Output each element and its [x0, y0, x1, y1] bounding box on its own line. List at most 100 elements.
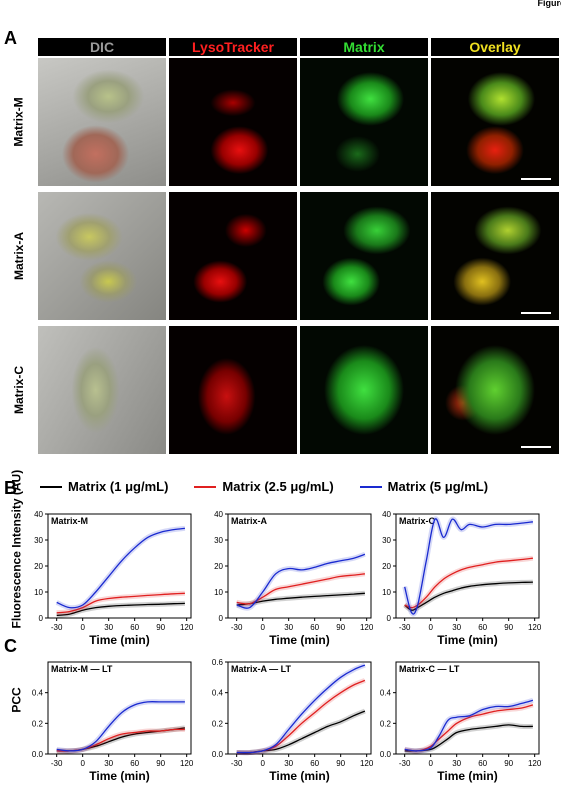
- x-axis-label: Time (min): [89, 769, 149, 783]
- x-tick-label: 30: [284, 759, 293, 768]
- x-axis-label: Time (min): [269, 633, 329, 647]
- series-line-1: [56, 602, 185, 617]
- plot-title: Matrix-C — LT: [399, 664, 460, 674]
- series-line-2: [404, 704, 534, 752]
- y-tick-label: 0: [219, 614, 224, 623]
- plot-frame: [227, 661, 372, 755]
- plot-frame: [395, 661, 540, 755]
- chart-legend: Matrix (1 μg/mL) Matrix (2.5 μg/mL) Matr…: [40, 479, 488, 494]
- x-axis-label: Time (min): [89, 633, 149, 647]
- legend-item-3: Matrix (5 μg/mL): [359, 479, 489, 494]
- y-tick-label: 40: [214, 510, 223, 519]
- legend-swatch-2: [194, 485, 217, 488]
- y-tick-label: 0.2: [32, 719, 44, 728]
- x-tick-label: -30: [231, 759, 243, 768]
- y-tick-label: 0.4: [212, 689, 224, 698]
- x-tick-label: 60: [130, 623, 139, 632]
- series-line-1: [236, 592, 365, 606]
- legend-swatch-1: [40, 485, 62, 488]
- y-tick-label: 40: [34, 510, 43, 519]
- y-tick-label: 0.0: [32, 750, 44, 759]
- series-line-1: [404, 724, 533, 752]
- micrograph-matrix-m-dic: [38, 58, 166, 186]
- series-line-2: [56, 592, 185, 614]
- legend-label-3: Matrix (5 μg/mL): [387, 479, 489, 494]
- plot-title: Matrix-M — LT: [51, 664, 113, 674]
- x-tick-label: 120: [360, 759, 374, 768]
- y-tick-label: 0.2: [380, 719, 392, 728]
- scale-bar: [521, 312, 551, 314]
- column-header-overlay-label: Overlay: [469, 39, 521, 55]
- plot-title: Matrix-A — LT: [231, 664, 292, 674]
- plot-title: Matrix-A: [231, 516, 268, 526]
- y-tick-label: 10: [34, 588, 43, 597]
- x-tick-label: 90: [336, 623, 345, 632]
- x-tick-label: 90: [156, 759, 165, 768]
- y-tick-label: 20: [214, 562, 223, 571]
- micrograph-matrix-m-lysotracker: [169, 58, 297, 186]
- series-line-3: [236, 664, 366, 754]
- series-band-2: [56, 726, 185, 754]
- x-tick-label: 90: [336, 759, 345, 768]
- micrograph-matrix-c-dic: [38, 326, 166, 454]
- x-axis-label: Time (min): [437, 769, 497, 783]
- legend-label-1: Matrix (1 μg/mL): [68, 479, 169, 494]
- series-line-3: [236, 553, 366, 609]
- x-tick-label: -30: [51, 759, 63, 768]
- y-tick-label: 40: [382, 510, 391, 519]
- series-band-3: [56, 699, 185, 754]
- column-header-matrix-label: Matrix: [343, 39, 385, 55]
- x-tick-label: 120: [180, 623, 194, 632]
- column-header-lysotracker-label: LysoTracker: [192, 39, 274, 55]
- x-tick-label: 0: [260, 759, 265, 768]
- figure-label: Figure: [537, 0, 561, 8]
- y-tick-label: 10: [214, 588, 223, 597]
- micrograph-matrix-m-matrix: [300, 58, 428, 186]
- micrograph-matrix-a-matrix: [300, 192, 428, 320]
- scale-bar: [521, 178, 551, 180]
- x-tick-label: 60: [310, 623, 319, 632]
- column-header-dic-label: DIC: [89, 39, 115, 55]
- x-tick-label: 120: [528, 759, 542, 768]
- panel-letter-c: C: [4, 636, 17, 656]
- micrograph-matrix-c-matrix: [300, 326, 428, 454]
- x-tick-label: 90: [504, 623, 513, 632]
- panel-letter-a: A: [4, 28, 17, 48]
- x-tick-label: 60: [130, 759, 139, 768]
- y-tick-label: 20: [34, 562, 43, 571]
- panel-letter-b: B: [4, 478, 17, 498]
- x-tick-label: 30: [104, 623, 113, 632]
- x-tick-label: 120: [528, 623, 542, 632]
- series-band-3: [235, 551, 366, 611]
- series-line-2: [236, 573, 365, 605]
- micrograph-matrix-c-overlay: [431, 326, 559, 454]
- plot-frame: [47, 661, 192, 755]
- x-tick-label: 0: [80, 623, 85, 632]
- x-tick-label: 30: [452, 623, 461, 632]
- x-tick-label: 0: [428, 623, 433, 632]
- micrograph-matrix-a-dic: [38, 192, 166, 320]
- series-line-3: [56, 701, 185, 752]
- x-tick-label: 30: [452, 759, 461, 768]
- x-tick-label: 30: [284, 623, 293, 632]
- x-tick-label: -30: [51, 623, 63, 632]
- x-tick-label: -30: [231, 623, 243, 632]
- y-tick-label: 0.6: [212, 658, 224, 667]
- plot-title: Matrix-M: [51, 516, 88, 526]
- series-line-3: [404, 518, 533, 615]
- x-tick-label: -30: [399, 759, 411, 768]
- legend-item-2: Matrix (2.5 μg/mL): [194, 479, 334, 494]
- series-line-3: [56, 527, 185, 609]
- x-axis-label: Time (min): [437, 633, 497, 647]
- column-header-dic: DIC: [38, 38, 166, 56]
- micrograph-matrix-m-overlay: [431, 58, 559, 186]
- y-tick-label: 30: [34, 536, 43, 545]
- legend-item-1: Matrix (1 μg/mL): [40, 479, 168, 494]
- x-tick-label: 0: [260, 623, 265, 632]
- x-tick-label: 120: [180, 759, 194, 768]
- y-tick-label: 0: [39, 614, 44, 623]
- micrograph-matrix-a-lysotracker: [169, 192, 297, 320]
- y-tick-label: 30: [214, 536, 223, 545]
- x-tick-label: 90: [156, 623, 165, 632]
